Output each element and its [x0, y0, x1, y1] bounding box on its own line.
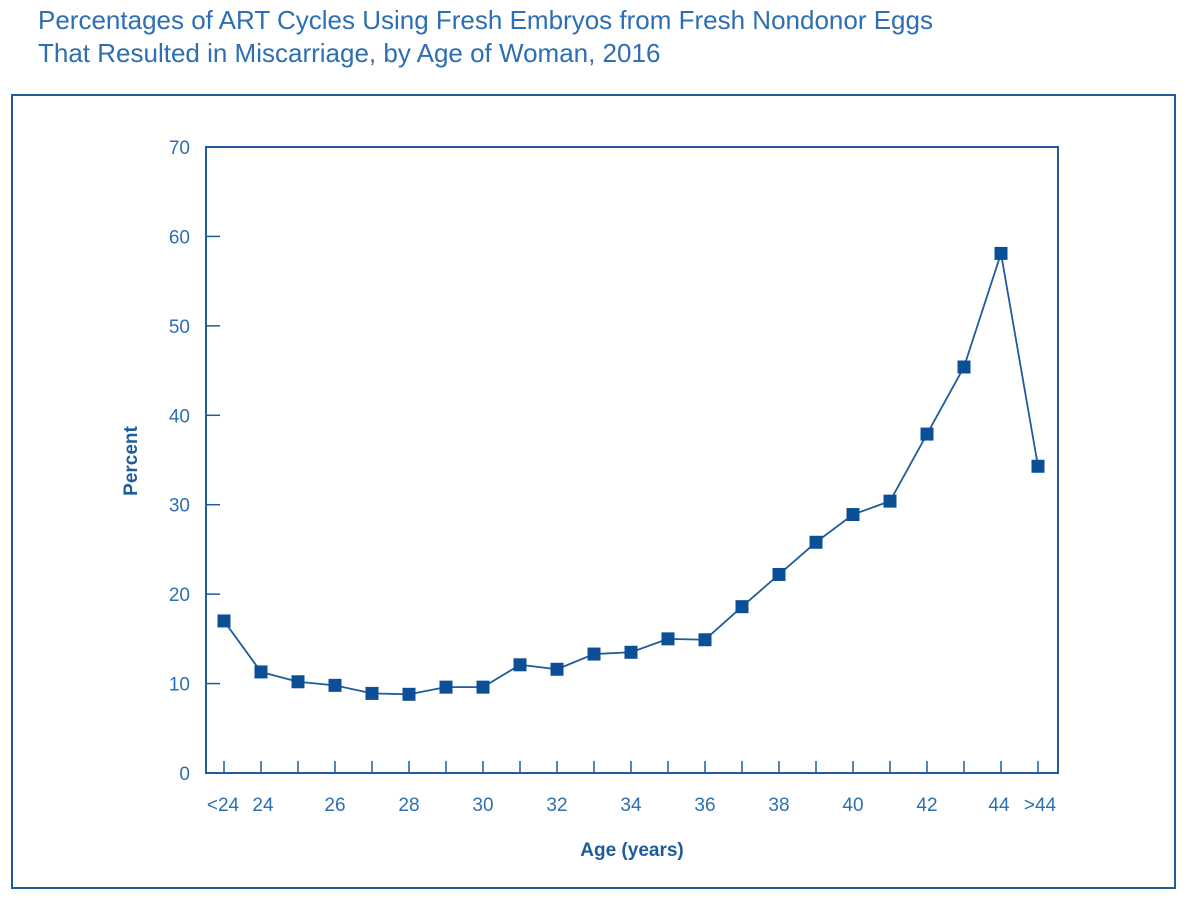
data-point-marker	[920, 427, 934, 441]
data-point-marker	[1031, 459, 1045, 473]
data-point-marker	[328, 678, 342, 692]
y-tick-label: 40	[169, 406, 190, 427]
y-tick-label: 20	[169, 585, 190, 606]
chart-title-line-2: That Resulted in Miscarriage, by Age of …	[38, 38, 661, 68]
y-axis-label: Percent	[121, 425, 142, 495]
chart-frame	[11, 94, 1176, 889]
y-tick-label: 60	[169, 227, 190, 248]
data-point-marker	[957, 360, 971, 374]
data-point-marker	[735, 600, 749, 614]
data-point-marker	[698, 633, 712, 647]
y-tick-label: 10	[169, 675, 190, 696]
series-layer	[223, 252, 1039, 696]
data-point-marker	[402, 687, 416, 701]
data-point-marker	[254, 665, 268, 679]
x-tick-label: 28	[398, 795, 419, 816]
data-point-marker	[809, 535, 823, 549]
x-tick-label: <24	[207, 795, 240, 816]
x-tick-label: 24	[252, 795, 274, 816]
data-point-marker	[883, 494, 897, 508]
x-tick-label: 40	[842, 795, 863, 816]
chart-title-line-1: Percentages of ART Cycles Using Fresh Em…	[38, 5, 933, 35]
data-point-marker	[994, 246, 1008, 260]
data-point-marker	[550, 662, 564, 676]
data-point-marker	[476, 680, 490, 694]
x-tick-label: 38	[768, 795, 789, 816]
x-axis-label: Age (years)	[580, 840, 684, 861]
data-point-marker	[587, 647, 601, 661]
y-tick-label: 0	[179, 764, 190, 785]
markers-layer	[217, 246, 1045, 701]
data-point-marker	[291, 675, 305, 689]
data-point-marker	[513, 658, 527, 672]
y-tick-label: 30	[169, 496, 190, 517]
data-point-marker	[661, 632, 675, 646]
data-point-marker	[365, 686, 379, 700]
data-point-marker	[624, 645, 638, 659]
x-tick-label: 26	[324, 795, 345, 816]
data-point-marker	[439, 680, 453, 694]
x-tick-label: 44	[988, 795, 1010, 816]
axes-layer: 0 10 20 30 40 50 60 70 <24 24 26 28 30 32 34 36 38 40 42 44…	[169, 138, 1059, 816]
x-tick-label: >44	[1024, 795, 1057, 816]
chart-title: Percentages of ART Cycles Using Fresh Em…	[38, 4, 1178, 70]
x-tick-label: 42	[916, 795, 937, 816]
x-tick-label: 30	[472, 795, 493, 816]
series-line	[223, 252, 1039, 696]
data-point-marker	[772, 567, 786, 581]
y-tick-label: 50	[169, 317, 190, 338]
y-tick-label: 70	[169, 138, 190, 159]
plot-area-border	[205, 146, 1059, 774]
x-tick-label: 36	[694, 795, 715, 816]
data-point-marker	[846, 508, 860, 522]
x-tick-label: 34	[620, 795, 642, 816]
x-tick-label: 32	[546, 795, 567, 816]
data-point-marker	[217, 614, 231, 628]
